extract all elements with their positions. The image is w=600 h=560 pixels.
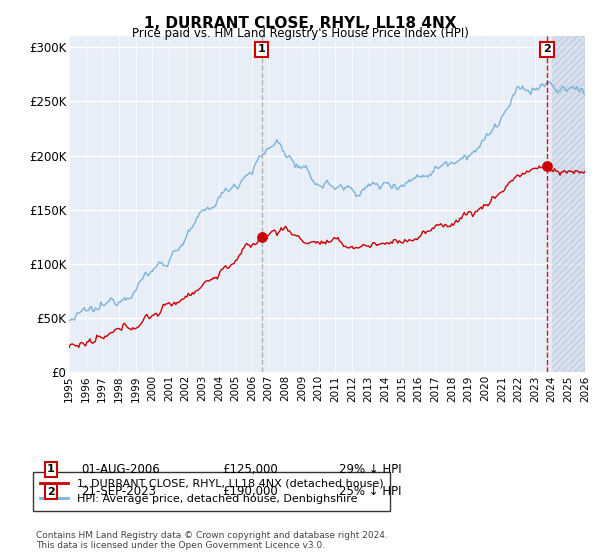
Point [257, 232, 266, 241]
Text: 2: 2 [543, 44, 551, 54]
Text: 1, DURRANT CLOSE, RHYL, LL18 4NX: 1, DURRANT CLOSE, RHYL, LL18 4NX [144, 16, 456, 31]
Text: £125,000: £125,000 [222, 463, 278, 476]
Text: 1: 1 [47, 464, 55, 474]
Text: £190,000: £190,000 [222, 485, 278, 498]
Text: 25% ↓ HPI: 25% ↓ HPI [339, 485, 401, 498]
Text: 1: 1 [258, 44, 266, 54]
Text: Contains HM Land Registry data © Crown copyright and database right 2024.
This d: Contains HM Land Registry data © Crown c… [36, 531, 388, 550]
Legend: 1, DURRANT CLOSE, RHYL, LL18 4NX (detached house), HPI: Average price, detached : 1, DURRANT CLOSE, RHYL, LL18 4NX (detach… [33, 472, 390, 511]
Text: 29% ↓ HPI: 29% ↓ HPI [339, 463, 401, 476]
Text: 2: 2 [47, 487, 55, 497]
Text: 01-AUG-2006: 01-AUG-2006 [81, 463, 160, 476]
Point [542, 162, 552, 171]
Bar [552, 36, 585, 372]
Text: 21-SEP-2023: 21-SEP-2023 [81, 485, 156, 498]
Text: Price paid vs. HM Land Registry's House Price Index (HPI): Price paid vs. HM Land Registry's House … [131, 27, 469, 40]
